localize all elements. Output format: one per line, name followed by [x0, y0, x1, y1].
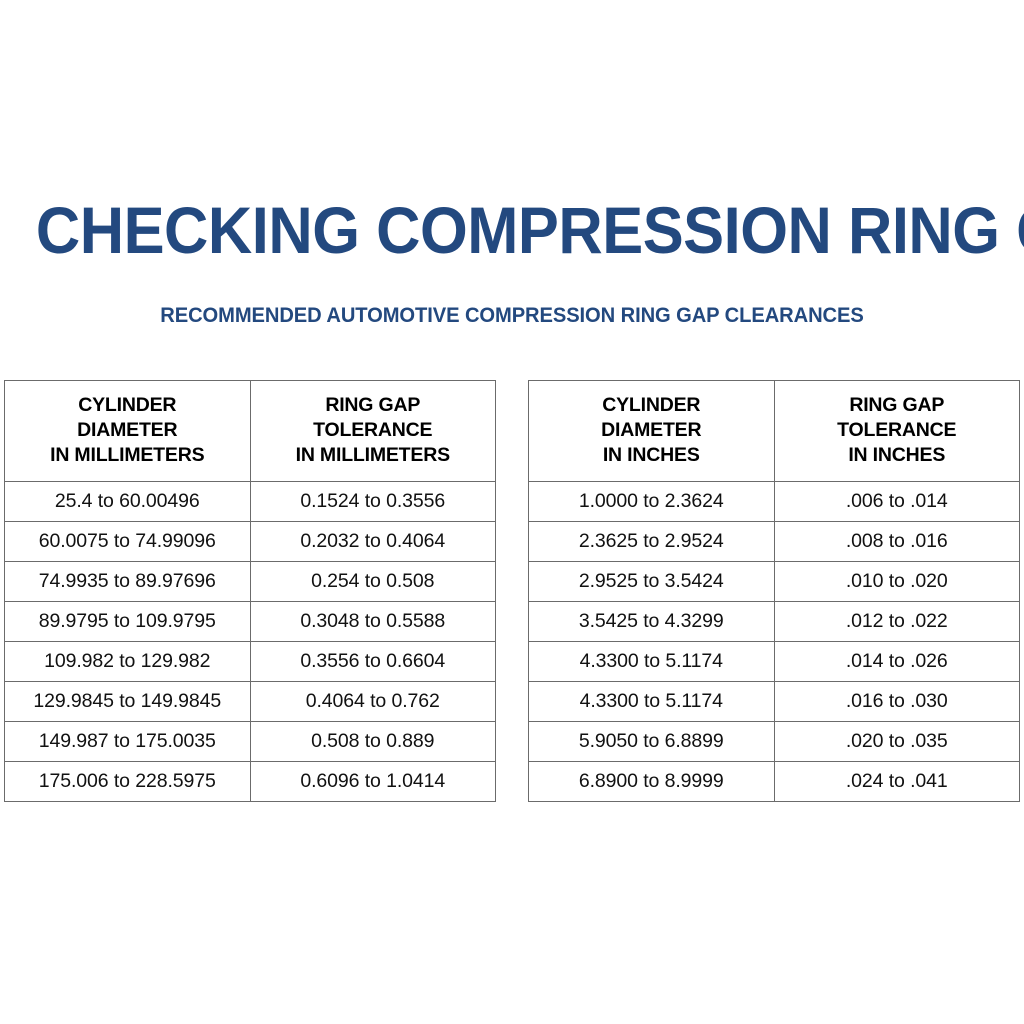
cell-diameter: 6.8900 to 8.9999: [529, 760, 775, 801]
cell-diameter: 4.3300 to 5.1174: [529, 680, 775, 722]
table-row: 6.8900 to 8.9999 .024 to .041: [529, 760, 1019, 801]
table-header-row: CYLINDER DIAMETER IN INCHES RING GAP TOL…: [529, 381, 1019, 482]
table-row: 60.0075 to 74.99096 0.2032 to 0.4064: [5, 520, 495, 562]
cell-gap: 0.6096 to 1.0414: [249, 760, 495, 801]
column-header-ring-gap-tolerance-mm: RING GAP TOLERANCE IN MILLIMETERS: [249, 381, 495, 482]
cell-gap: 0.508 to 0.889: [249, 720, 495, 762]
table-row: 3.5425 to 4.3299 .012 to .022: [529, 600, 1019, 642]
cell-gap: .012 to .022: [773, 600, 1019, 642]
imperial-table: CYLINDER DIAMETER IN INCHES RING GAP TOL…: [529, 381, 1019, 801]
cell-gap: .020 to .035: [773, 720, 1019, 762]
cell-diameter: 60.0075 to 74.99096: [5, 520, 251, 562]
table-row: 4.3300 to 5.1174 .016 to .030: [529, 680, 1019, 722]
table-row: 25.4 to 60.00496 0.1524 to 0.3556: [5, 480, 495, 522]
table-row: 4.3300 to 5.1174 .014 to .026: [529, 640, 1019, 682]
cell-diameter: 1.0000 to 2.3624: [529, 480, 775, 522]
column-header-cylinder-diameter-in: CYLINDER DIAMETER IN INCHES: [529, 381, 775, 482]
cell-diameter: 4.3300 to 5.1174: [529, 640, 775, 682]
cell-gap: .016 to .030: [773, 680, 1019, 722]
metric-table-head: CYLINDER DIAMETER IN MILLIMETERS RING GA…: [5, 381, 495, 482]
cell-gap: .014 to .026: [773, 640, 1019, 682]
page-title: CHECKING COMPRESSION RING GAPS: [35, 193, 1024, 267]
cell-diameter: 109.982 to 129.982: [5, 640, 251, 682]
table-row: 149.987 to 175.0035 0.508 to 0.889: [5, 720, 495, 762]
metric-table-container: CYLINDER DIAMETER IN MILLIMETERS RING GA…: [4, 380, 496, 802]
table-row: 5.9050 to 6.8899 .020 to .035: [529, 720, 1019, 762]
table-row: 175.006 to 228.5975 0.6096 to 1.0414: [5, 760, 495, 801]
cell-diameter: 149.987 to 175.0035: [5, 720, 251, 762]
imperial-table-head: CYLINDER DIAMETER IN INCHES RING GAP TOL…: [529, 381, 1019, 482]
page-subtitle: RECOMMENDED AUTOMOTIVE COMPRESSION RING …: [160, 304, 864, 327]
cell-diameter: 3.5425 to 4.3299: [529, 600, 775, 642]
table-row: 1.0000 to 2.3624 .006 to .014: [529, 480, 1019, 522]
cell-diameter: 25.4 to 60.00496: [5, 480, 251, 522]
cell-diameter: 2.9525 to 3.5424: [529, 560, 775, 602]
table-row: 2.9525 to 3.5424 .010 to .020: [529, 560, 1019, 602]
cell-gap: 0.3048 to 0.5588: [249, 600, 495, 642]
column-header-ring-gap-tolerance-in: RING GAP TOLERANCE IN INCHES: [773, 381, 1019, 482]
cell-diameter: 74.9935 to 89.97696: [5, 560, 251, 602]
table-row: 89.9795 to 109.9795 0.3048 to 0.5588: [5, 600, 495, 642]
column-header-cylinder-diameter-mm: CYLINDER DIAMETER IN MILLIMETERS: [5, 381, 251, 482]
table-header-row: CYLINDER DIAMETER IN MILLIMETERS RING GA…: [5, 381, 495, 482]
table-row: 2.3625 to 2.9524 .008 to .016: [529, 520, 1019, 562]
imperial-table-container: CYLINDER DIAMETER IN INCHES RING GAP TOL…: [528, 380, 1020, 802]
cell-gap: 0.4064 to 0.762: [249, 680, 495, 722]
metric-table: CYLINDER DIAMETER IN MILLIMETERS RING GA…: [5, 381, 495, 801]
table-row: 109.982 to 129.982 0.3556 to 0.6604: [5, 640, 495, 682]
cell-gap: 0.1524 to 0.3556: [249, 480, 495, 522]
cell-diameter: 5.9050 to 6.8899: [529, 720, 775, 762]
cell-gap: .010 to .020: [773, 560, 1019, 602]
table-row: 129.9845 to 149.9845 0.4064 to 0.762: [5, 680, 495, 722]
cell-gap: .006 to .014: [773, 480, 1019, 522]
cell-gap: 0.2032 to 0.4064: [249, 520, 495, 562]
table-row: 74.9935 to 89.97696 0.254 to 0.508: [5, 560, 495, 602]
imperial-table-body: 1.0000 to 2.3624 .006 to .014 2.3625 to …: [529, 480, 1019, 801]
cell-diameter: 89.9795 to 109.9795: [5, 600, 251, 642]
cell-gap: 0.254 to 0.508: [249, 560, 495, 602]
cell-diameter: 2.3625 to 2.9524: [529, 520, 775, 562]
cell-gap: 0.3556 to 0.6604: [249, 640, 495, 682]
metric-table-body: 25.4 to 60.00496 0.1524 to 0.3556 60.007…: [5, 480, 495, 801]
cell-gap: .008 to .016: [773, 520, 1019, 562]
cell-gap: .024 to .041: [773, 760, 1019, 801]
cell-diameter: 129.9845 to 149.9845: [5, 680, 251, 722]
cell-diameter: 175.006 to 228.5975: [5, 760, 251, 801]
